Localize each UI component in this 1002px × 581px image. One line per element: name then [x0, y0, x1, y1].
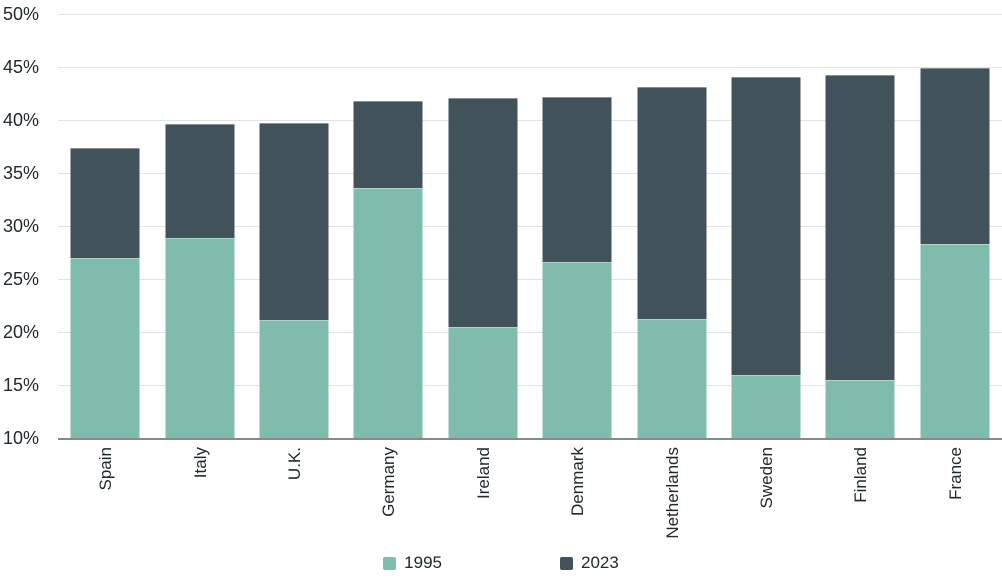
bar-1995-spain — [70, 257, 140, 438]
legend-swatch-icon — [560, 556, 573, 570]
bars-container: Spain Italy U.K. Germany Ireland Denmark Nethe… — [58, 14, 1002, 539]
bar-1995-ireland — [448, 326, 518, 438]
gridline — [58, 332, 1002, 333]
y-axis-tick-label: 45% — [3, 57, 40, 77]
bar-1995-france — [920, 244, 990, 438]
legend-swatch-icon — [383, 556, 397, 570]
bar-1995-uk — [259, 320, 329, 438]
gridline — [58, 120, 1002, 121]
plot-area: Spain Italy U.K. Germany Ireland Denmark Nethe… — [58, 14, 1002, 539]
y-axis-tick-label: 35% — [3, 163, 40, 183]
bar-group-spain: Spain — [58, 14, 152, 490]
bar-group-finland: Finland — [813, 14, 907, 503]
legend-item-2023: 2023 — [560, 553, 619, 573]
bar-2023-finland — [825, 75, 895, 438]
bar-group-denmark: Denmark — [530, 14, 624, 516]
bar-1995-netherlands — [637, 319, 707, 438]
legend: 1995 2023 — [0, 553, 1002, 573]
bar-1995-finland — [825, 379, 895, 438]
gridline — [58, 279, 1002, 280]
bar-group-france: France — [908, 14, 1002, 500]
gridline — [58, 385, 1002, 386]
y-axis-tick-label: 30% — [3, 216, 40, 236]
bar-group-germany: Germany — [341, 14, 435, 517]
bar-group-netherlands: Netherlands — [624, 14, 718, 539]
gridline — [58, 173, 1002, 174]
bar-1995-sweden — [731, 375, 801, 438]
legend-item-1995: 1995 — [383, 553, 442, 573]
bar-group-ireland: Ireland — [436, 14, 530, 499]
y-axis-tick-label: 15% — [3, 375, 40, 395]
gridline — [58, 14, 1002, 15]
bar-1995-italy — [165, 237, 235, 438]
bar-1995-denmark — [542, 262, 612, 438]
legend-label: 2023 — [581, 553, 619, 572]
y-axis-tick-label: 10% — [3, 428, 40, 448]
bar-1995-germany — [353, 187, 423, 438]
y-axis-tick-label: 50% — [3, 4, 40, 24]
y-axis-tick-label: 20% — [3, 322, 40, 342]
gridline — [58, 226, 1002, 227]
bar-group-sweden: Sweden — [719, 14, 813, 508]
bar-group-uk: U.K. — [247, 14, 341, 480]
y-axis-tick-label: 25% — [3, 269, 40, 289]
legend-label: 1995 — [404, 553, 442, 572]
y-axis-tick-label: 40% — [3, 110, 40, 130]
gridline — [58, 67, 1002, 68]
bar-group-italy: Italy — [152, 14, 246, 478]
